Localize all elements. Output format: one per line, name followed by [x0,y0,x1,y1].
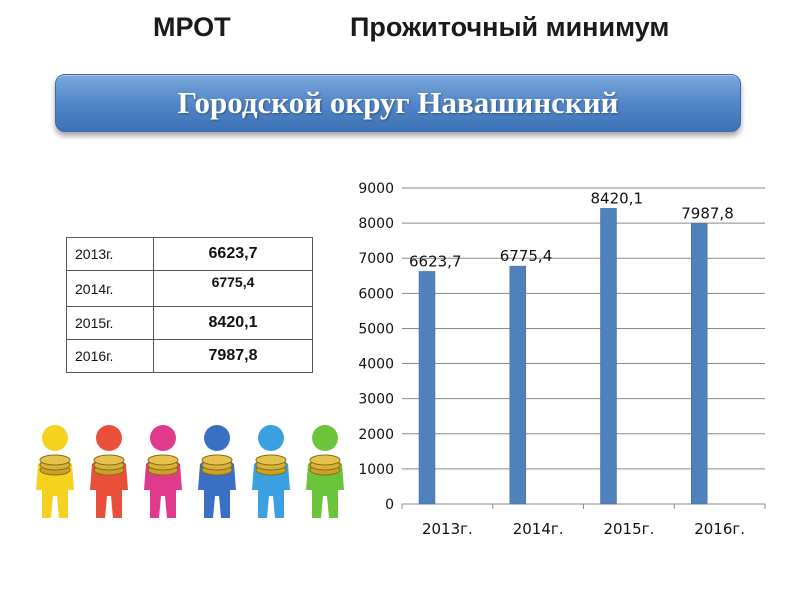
bar [418,271,436,505]
value-cell: 8420,1 [153,306,313,340]
year-cell: 2016г. [66,339,154,373]
y-tick-label: 5000 [358,321,394,337]
year-cell: 2014г. [66,270,154,307]
person-figure [306,425,344,518]
data-label: 6623,7 [409,252,462,270]
data-label: 7987,8 [681,205,734,223]
value-cell: 6623,7 [153,237,313,271]
y-tick-label: 7000 [358,251,394,267]
x-tick-label: 2013г. [422,520,473,538]
bar [691,223,708,505]
person-figure [252,425,290,518]
y-tick-label: 0 [385,497,394,513]
y-tick-label: 9000 [358,181,394,197]
bar [600,208,617,505]
y-tick-label: 2000 [358,427,394,443]
values-table: 2013г. 6623,7 2014г. 6775,4 2015г. 8420,… [66,237,313,373]
banner-title: Городской округ Навашинский [177,85,619,120]
y-tick-label: 3000 [358,392,394,408]
x-tick-label: 2014г. [513,520,564,538]
person-figure [198,425,236,518]
y-tick-label: 8000 [358,216,394,232]
y-tick-label: 1000 [358,462,394,478]
table-row: 2016г. 7987,8 [66,339,313,373]
year-cell: 2015г. [66,306,154,340]
table-row: 2015г. 8420,1 [66,306,313,340]
bar-chart: 0 1000 2000 3000 4000 5000 6000 7000 8000 9000 662… [358,181,766,538]
table-row: 2014г. 6775,4 [66,270,313,307]
subsistence-minimum-heading: Прожиточный минимум [350,12,670,42]
person-figure [36,425,74,518]
data-label: 8420,1 [591,189,644,207]
people-with-coins-illustration [36,425,344,518]
year-cell: 2013г. [66,237,154,271]
value-cell: 7987,8 [153,339,313,373]
x-tick-label: 2016г. [694,520,745,538]
mrot-heading: МРОТ [153,12,231,42]
y-tick-label: 4000 [358,357,394,373]
table-row: 2013г. 6623,7 [66,237,313,271]
data-label: 6775,4 [500,247,553,265]
value-cell: 6775,4 [153,270,313,307]
district-banner: Городской округ Навашинский [55,74,741,132]
y-tick-label: 6000 [358,286,394,302]
person-figure [144,425,182,518]
bar [509,265,526,505]
x-tick-label: 2015г. [603,520,654,538]
person-figure [90,425,128,518]
